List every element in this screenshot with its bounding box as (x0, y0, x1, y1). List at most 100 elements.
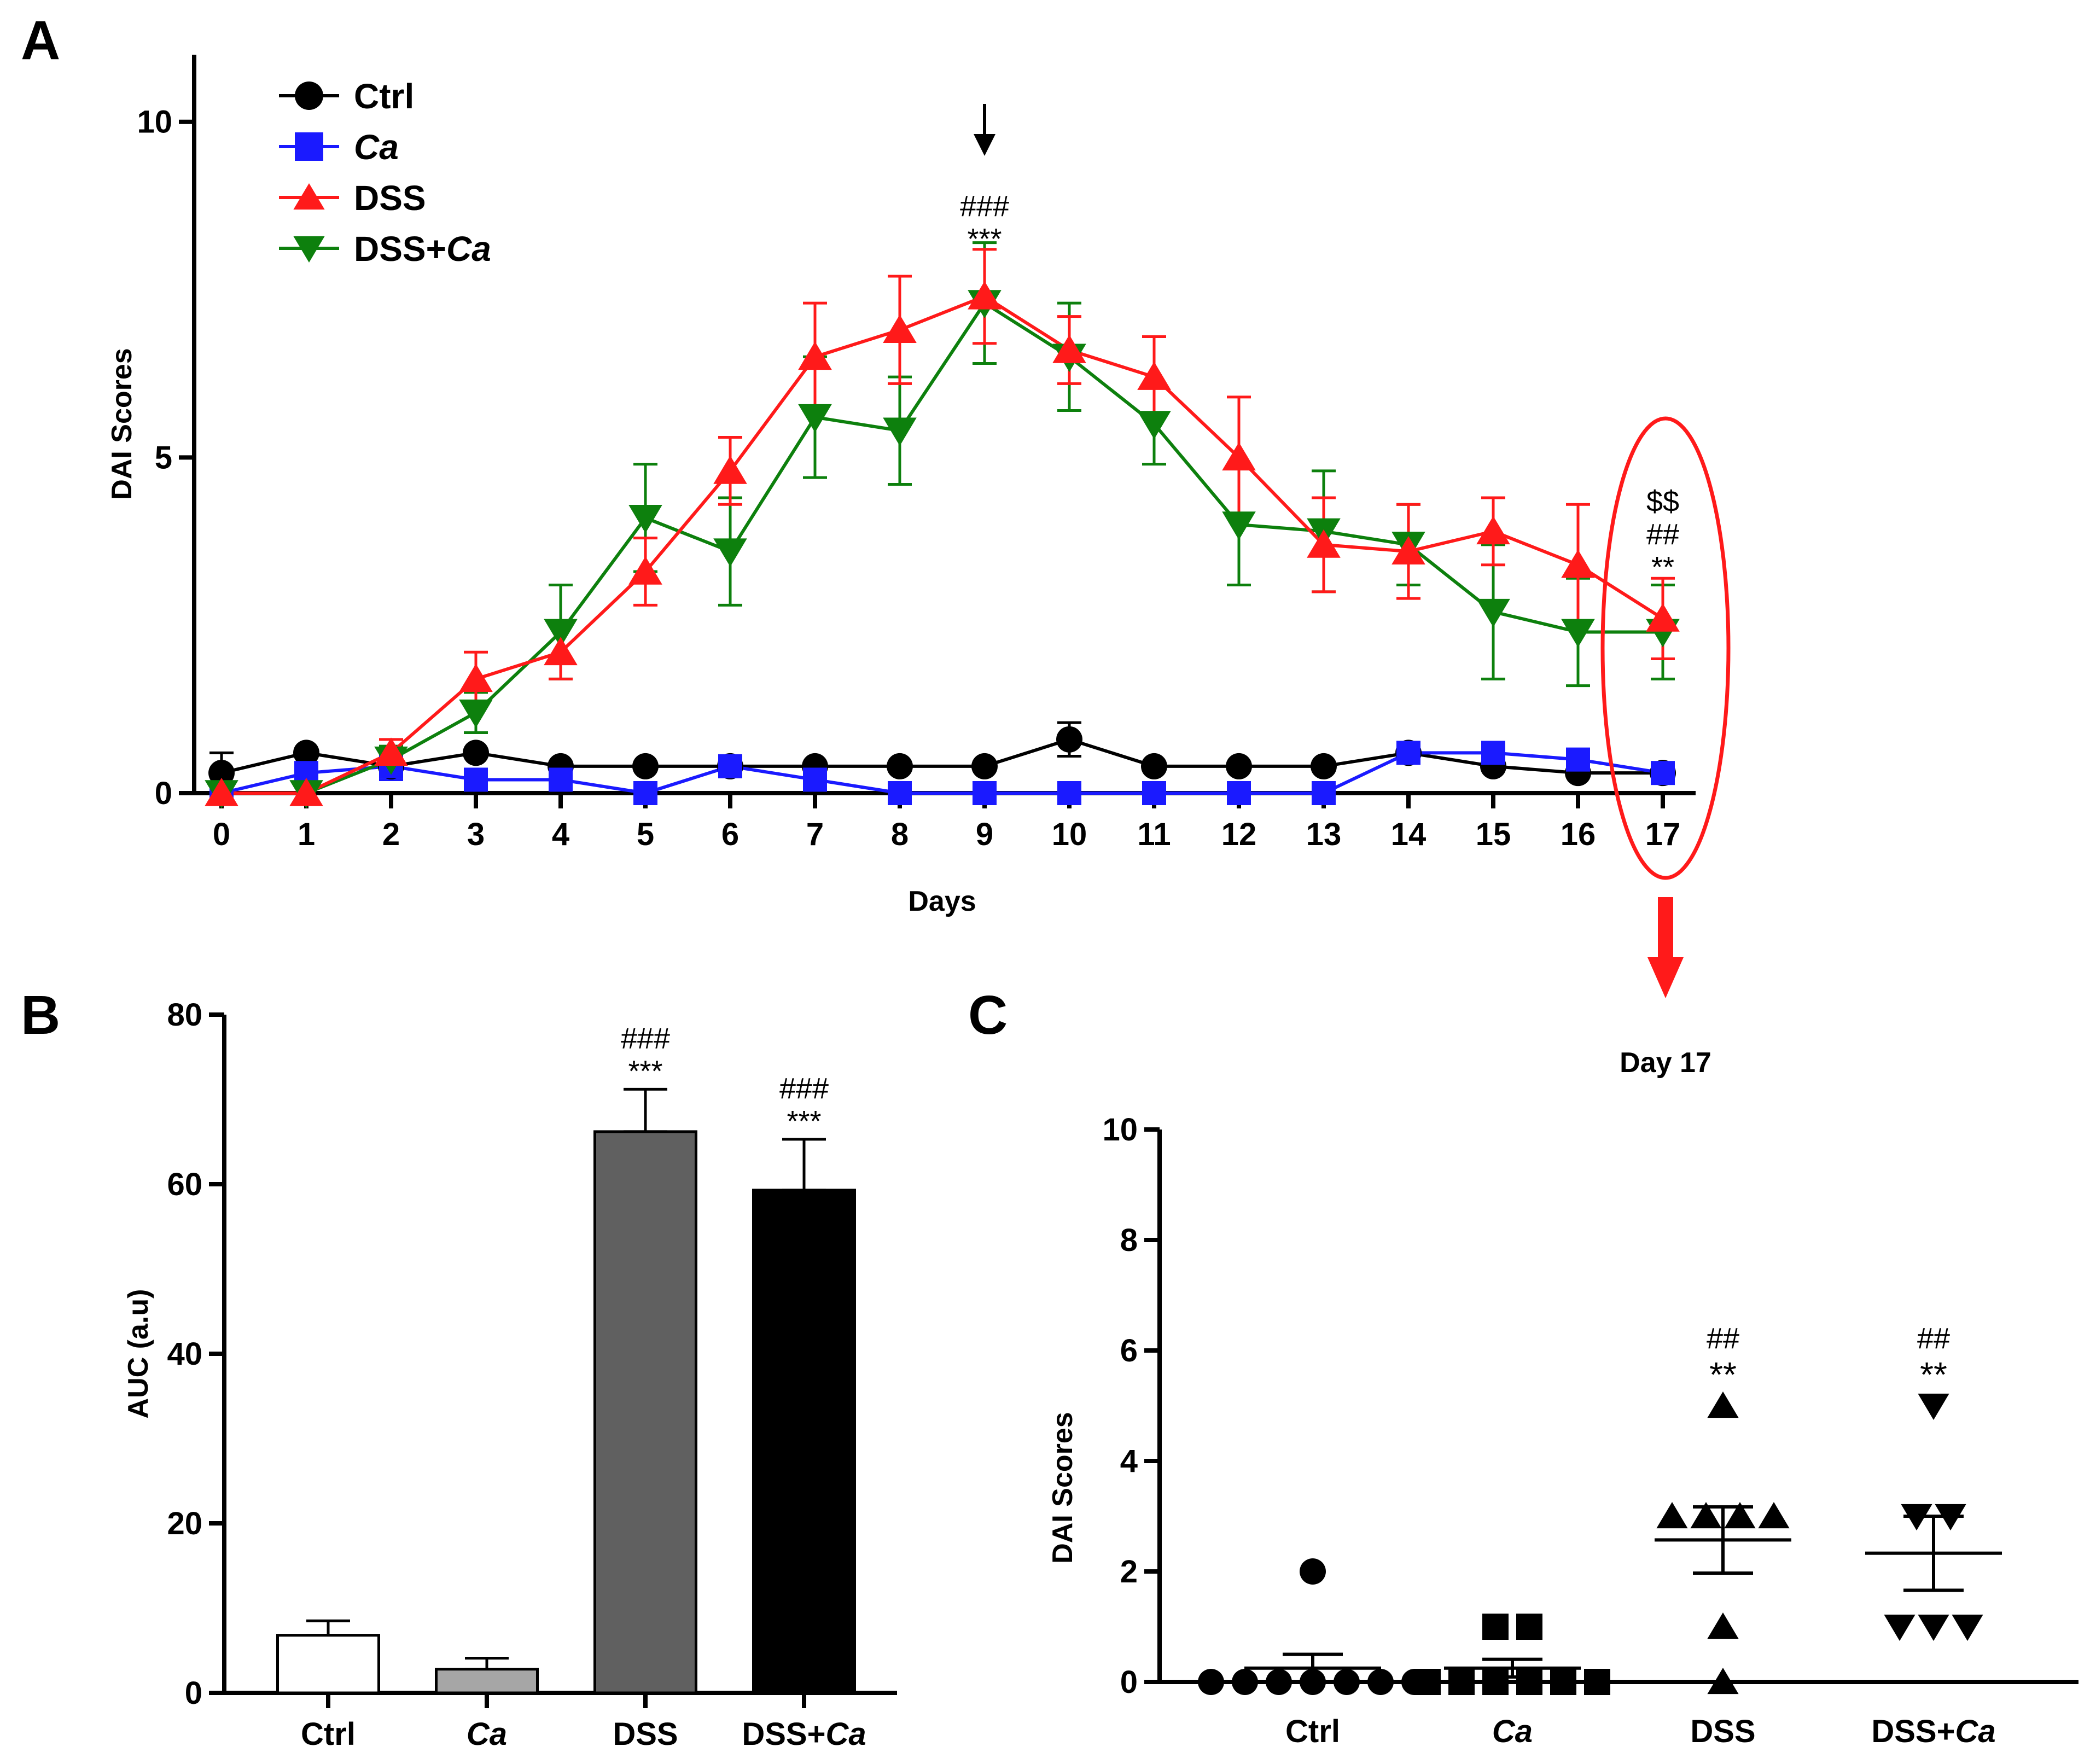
sem-bar-dss-ca (1903, 1515, 1964, 1592)
y-tick-label-10: 10 (137, 104, 172, 140)
connector-arrow-head (1647, 957, 1684, 998)
x-tick-label-15: 15 (1476, 817, 1511, 852)
x-tick-label-dss: DSS (613, 1716, 678, 1752)
point-ca-6 (1482, 1614, 1509, 1640)
day9-annotation-star: *** (967, 223, 1002, 255)
point-ca-day-7 (803, 767, 827, 792)
point-dss-ca-5 (1918, 1393, 1949, 1420)
x-tick-label-11: 11 (1137, 817, 1171, 852)
point-dss-day-10 (1052, 335, 1086, 363)
point-dss-2 (1656, 1502, 1688, 1529)
sem-bar-ca (1482, 1657, 1542, 1679)
point-ctrl-day-1 (293, 740, 319, 766)
point-dss-day-1 (289, 778, 323, 806)
point-dss-ca-day-15 (1476, 598, 1510, 627)
bar-ctrl (276, 1634, 380, 1695)
errorbar-ca (465, 1656, 509, 1671)
y-tick-label-80: 80 (167, 997, 202, 1033)
chart-title-day-17: Day 17 (1620, 1047, 1711, 1079)
point-dss-ca-day-3 (459, 699, 493, 728)
y-tick-label-4: 4 (1120, 1443, 1138, 1479)
day9-annotation-hash: ### (960, 190, 1009, 223)
legend-marker-dss (293, 183, 325, 210)
sem-bar-dss (1693, 1505, 1753, 1575)
point-ca-2 (1482, 1669, 1509, 1695)
panel-c-day17-scatter-chart: Day 17 0 2 4 6 8 10 DAI Scores Ctrl Ca DSS DSS+Ca ##… (1047, 1047, 2078, 1749)
x-tick-label-17: 17 (1645, 817, 1681, 852)
point-dss-day-0 (205, 778, 238, 806)
legend-label-dss-ca: DSS+Ca (354, 229, 491, 269)
x-tick-label-ca: Ca (467, 1716, 507, 1752)
annotation-star-dss: ** (1709, 1355, 1737, 1394)
y-axis-title: AUC (a.u) (123, 1289, 154, 1419)
point-ctrl-7 (1300, 1558, 1326, 1585)
point-ctrl-day-0 (208, 760, 235, 787)
point-ca-day-13 (1312, 781, 1336, 805)
point-dss-day-14 (1391, 536, 1425, 564)
point-dss-day-15 (1476, 516, 1510, 545)
point-dss-day-6 (713, 455, 747, 484)
x-tick-label-14: 14 (1391, 817, 1427, 852)
y-tick-label-0: 0 (1120, 1664, 1138, 1700)
point-ctrl-day-3 (463, 740, 489, 766)
y-tick-label-20: 20 (167, 1506, 202, 1541)
x-tick-label-dss-ca: DSS+Ca (1871, 1714, 1995, 1749)
bar-ca (435, 1668, 539, 1695)
connector-arrow-shaft (1658, 897, 1673, 960)
point-ctrl-day-9 (971, 753, 998, 779)
series-line-dss (222, 294, 1664, 795)
point-ctrl-day-10 (1056, 726, 1082, 753)
y-axis-title: DAI Scores (106, 348, 138, 499)
x-tick-label-1: 1 (298, 817, 315, 852)
point-ca-5 (1584, 1669, 1610, 1695)
annotation-star-dss-ca: *** (787, 1105, 821, 1138)
day9-arrow-head (974, 134, 995, 156)
point-dss-day-11 (1137, 362, 1171, 390)
x-tick-label-2: 2 (382, 817, 400, 852)
panel-label-b: B (21, 985, 60, 1046)
x-tick-label-13: 13 (1306, 817, 1342, 852)
x-tick-label-8: 8 (891, 817, 909, 852)
series-line-ctrl (221, 737, 1663, 775)
x-tick-label-9: 9 (976, 817, 993, 852)
point-ca-4 (1550, 1669, 1576, 1695)
y-tick-label-0: 0 (185, 1675, 202, 1711)
annotation-star-dss-ca: ** (1920, 1355, 1947, 1394)
point-ca-day-4 (549, 767, 573, 792)
point-ca-day-14 (1396, 741, 1420, 765)
annotation-star-dss: *** (628, 1055, 662, 1087)
y-tick-label-40: 40 (167, 1336, 202, 1372)
point-ca-day-16 (1566, 747, 1590, 772)
point-ca-day-9 (973, 781, 997, 805)
legend-marker-ctrl (295, 81, 323, 110)
y-tick-label-8: 8 (1120, 1222, 1138, 1258)
point-dss-3 (1690, 1502, 1722, 1529)
x-tick-label-3: 3 (467, 817, 485, 852)
point-ctrl-day-8 (887, 753, 913, 779)
x-tick-label-ctrl: Ctrl (1285, 1714, 1340, 1749)
point-dss-ca-0 (1884, 1614, 1915, 1641)
day17-annotation-star: ** (1651, 551, 1674, 584)
day17-annotation-hash: ## (1646, 518, 1679, 551)
point-ca-day-3 (464, 767, 488, 792)
x-tick-label-dss-ca: DSS+Ca (742, 1716, 866, 1752)
x-tick-label-7: 7 (806, 817, 824, 852)
point-ca-day-10 (1057, 781, 1081, 805)
point-ca-3 (1516, 1669, 1542, 1695)
point-ca-day-8 (888, 781, 912, 805)
series-line-dss-ca (222, 300, 1663, 795)
point-dss-ca-day-5 (628, 505, 662, 533)
point-dss-ca-day-7 (798, 404, 832, 433)
point-ca-0 (1414, 1669, 1441, 1695)
day17-annotation-dollar: $$ (1646, 485, 1679, 518)
point-dss-ca-day-16 (1561, 619, 1595, 648)
point-dss-ca-day-12 (1222, 511, 1256, 540)
legend-label-dss: DSS (354, 178, 426, 218)
point-dss-day-5 (628, 556, 662, 585)
x-tick-label-0: 0 (213, 817, 230, 852)
point-dss-day-16 (1561, 549, 1595, 578)
point-ca-day-11 (1142, 781, 1166, 805)
